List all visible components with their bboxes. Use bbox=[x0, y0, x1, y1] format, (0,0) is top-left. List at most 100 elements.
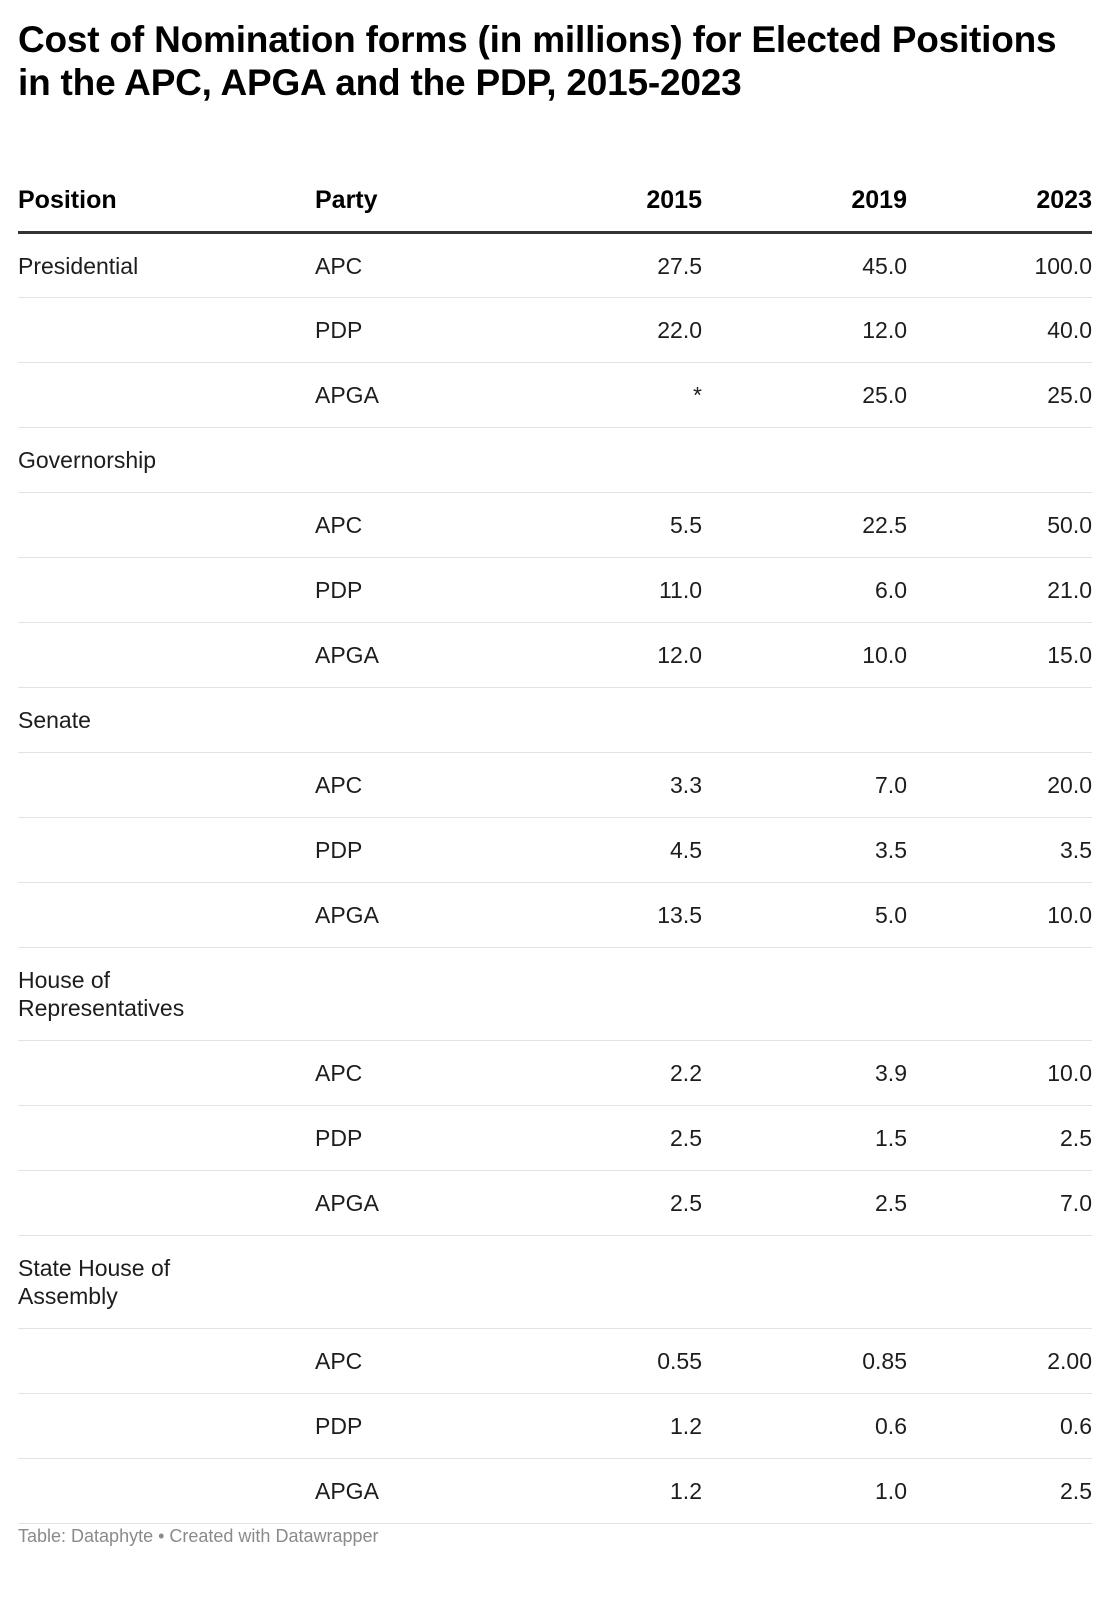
cell-year-2019 bbox=[702, 687, 907, 753]
table-row: PDP 11.0 6.0 21.0 bbox=[18, 557, 1092, 623]
cell-year-2019: 3.5 bbox=[702, 817, 907, 883]
cell-position bbox=[18, 752, 315, 818]
cell-year-2023: 100.0 bbox=[907, 232, 1092, 298]
cell-position: Presidential bbox=[18, 232, 315, 298]
cell-year-2023: 2.00 bbox=[907, 1328, 1092, 1394]
cell-party: APGA bbox=[315, 1170, 515, 1236]
source-footer: Table: Dataphyte • Created with Datawrap… bbox=[18, 1526, 379, 1546]
cell-year-2019: 6.0 bbox=[702, 557, 907, 623]
cell-party bbox=[315, 687, 515, 753]
cell-party: PDP bbox=[315, 297, 515, 363]
cell-party bbox=[315, 947, 515, 1041]
table-row: State House of Assembly bbox=[18, 1235, 1092, 1329]
column-header-year-2019: 2019 bbox=[702, 151, 907, 234]
cell-position: House of Representatives bbox=[18, 947, 315, 1041]
cell-year-2015: 1.2 bbox=[515, 1458, 702, 1524]
cell-year-2019: 45.0 bbox=[702, 232, 907, 298]
cell-position bbox=[18, 1105, 315, 1171]
cell-year-2015: 5.5 bbox=[515, 492, 702, 558]
cell-party: APGA bbox=[315, 882, 515, 948]
table-row: APGA 12.0 10.0 15.0 bbox=[18, 622, 1092, 688]
cell-party: PDP bbox=[315, 1393, 515, 1459]
cell-year-2019: 0.85 bbox=[702, 1328, 907, 1394]
cell-year-2019 bbox=[702, 427, 907, 493]
column-header-year-2015: 2015 bbox=[515, 151, 702, 234]
cell-position: State House of Assembly bbox=[18, 1235, 315, 1329]
table-row: APC 2.2 3.9 10.0 bbox=[18, 1040, 1092, 1106]
cell-year-2023: 0.6 bbox=[907, 1393, 1092, 1459]
cell-year-2015: 3.3 bbox=[515, 752, 702, 818]
column-header-party: Party bbox=[315, 151, 515, 234]
cell-year-2023: 20.0 bbox=[907, 752, 1092, 818]
data-table: Position Party 2015 2019 2023 Presidential AP… bbox=[18, 151, 1092, 1524]
cell-party: APGA bbox=[315, 1458, 515, 1524]
cell-position bbox=[18, 297, 315, 363]
cell-year-2023: 2.5 bbox=[907, 1458, 1092, 1524]
cell-party: APGA bbox=[315, 362, 515, 428]
table-row: APGA 2.5 2.5 7.0 bbox=[18, 1170, 1092, 1236]
cell-year-2023 bbox=[907, 1235, 1092, 1329]
table-row: Presidential APC 27.5 45.0 100.0 bbox=[18, 232, 1092, 298]
cell-party: APC bbox=[315, 752, 515, 818]
cell-year-2023: 7.0 bbox=[907, 1170, 1092, 1236]
cell-year-2015: 2.2 bbox=[515, 1040, 702, 1106]
cell-year-2023: 15.0 bbox=[907, 622, 1092, 688]
cell-year-2015: 0.55 bbox=[515, 1328, 702, 1394]
table-header: Position Party 2015 2019 2023 bbox=[18, 151, 1092, 234]
cell-position: Governorship bbox=[18, 427, 315, 493]
cell-year-2023: 25.0 bbox=[907, 362, 1092, 428]
cell-year-2019: 2.5 bbox=[702, 1170, 907, 1236]
table-row: APGA 13.5 5.0 10.0 bbox=[18, 882, 1092, 948]
cell-year-2019: 0.6 bbox=[702, 1393, 907, 1459]
cell-position bbox=[18, 882, 315, 948]
cell-year-2023: 21.0 bbox=[907, 557, 1092, 623]
table-row: Senate bbox=[18, 687, 1092, 753]
cell-year-2015: 27.5 bbox=[515, 232, 702, 298]
cell-position bbox=[18, 622, 315, 688]
cell-year-2015: 12.0 bbox=[515, 622, 702, 688]
cell-year-2015: 1.2 bbox=[515, 1393, 702, 1459]
table-row: PDP 22.0 12.0 40.0 bbox=[18, 297, 1092, 363]
cell-year-2023: 50.0 bbox=[907, 492, 1092, 558]
table-body: Presidential APC 27.5 45.0 100.0 PDP 22.0 12.0 4… bbox=[18, 232, 1092, 1524]
cell-year-2023: 2.5 bbox=[907, 1105, 1092, 1171]
cell-position bbox=[18, 1328, 315, 1394]
table-row: Governorship bbox=[18, 427, 1092, 493]
cell-year-2019: 10.0 bbox=[702, 622, 907, 688]
chart-title: Cost of Nomination forms (in millions) f… bbox=[18, 19, 1057, 103]
cell-year-2019: 1.0 bbox=[702, 1458, 907, 1524]
cell-position bbox=[18, 1458, 315, 1524]
cell-year-2019: 5.0 bbox=[702, 882, 907, 948]
cell-year-2015: 11.0 bbox=[515, 557, 702, 623]
cell-position bbox=[18, 362, 315, 428]
cell-year-2015: 4.5 bbox=[515, 817, 702, 883]
cell-party bbox=[315, 1235, 515, 1329]
cell-year-2019: 22.5 bbox=[702, 492, 907, 558]
cell-year-2015: * bbox=[515, 362, 702, 428]
cell-party: PDP bbox=[315, 557, 515, 623]
column-header-position: Position bbox=[18, 151, 315, 234]
cell-year-2015: 13.5 bbox=[515, 882, 702, 948]
cell-party bbox=[315, 427, 515, 493]
cell-position bbox=[18, 557, 315, 623]
table-row: APC 0.55 0.85 2.00 bbox=[18, 1328, 1092, 1394]
table-row: PDP 2.5 1.5 2.5 bbox=[18, 1105, 1092, 1171]
cell-year-2015 bbox=[515, 687, 702, 753]
cell-year-2019 bbox=[702, 947, 907, 1041]
cell-year-2023: 40.0 bbox=[907, 297, 1092, 363]
column-header-year-2023: 2023 bbox=[907, 151, 1092, 234]
cell-year-2019: 3.9 bbox=[702, 1040, 907, 1106]
table-row: House of Representatives bbox=[18, 947, 1092, 1041]
cell-party: APC bbox=[315, 1040, 515, 1106]
cell-year-2015: 2.5 bbox=[515, 1105, 702, 1171]
table-row: PDP 4.5 3.5 3.5 bbox=[18, 817, 1092, 883]
cell-year-2019 bbox=[702, 1235, 907, 1329]
table-row: APGA 1.2 1.0 2.5 bbox=[18, 1458, 1092, 1524]
cell-year-2015 bbox=[515, 947, 702, 1041]
cell-year-2023: 10.0 bbox=[907, 882, 1092, 948]
cell-year-2019: 7.0 bbox=[702, 752, 907, 818]
cell-position: Senate bbox=[18, 687, 315, 753]
cell-position bbox=[18, 1170, 315, 1236]
table-row: APGA * 25.0 25.0 bbox=[18, 362, 1092, 428]
